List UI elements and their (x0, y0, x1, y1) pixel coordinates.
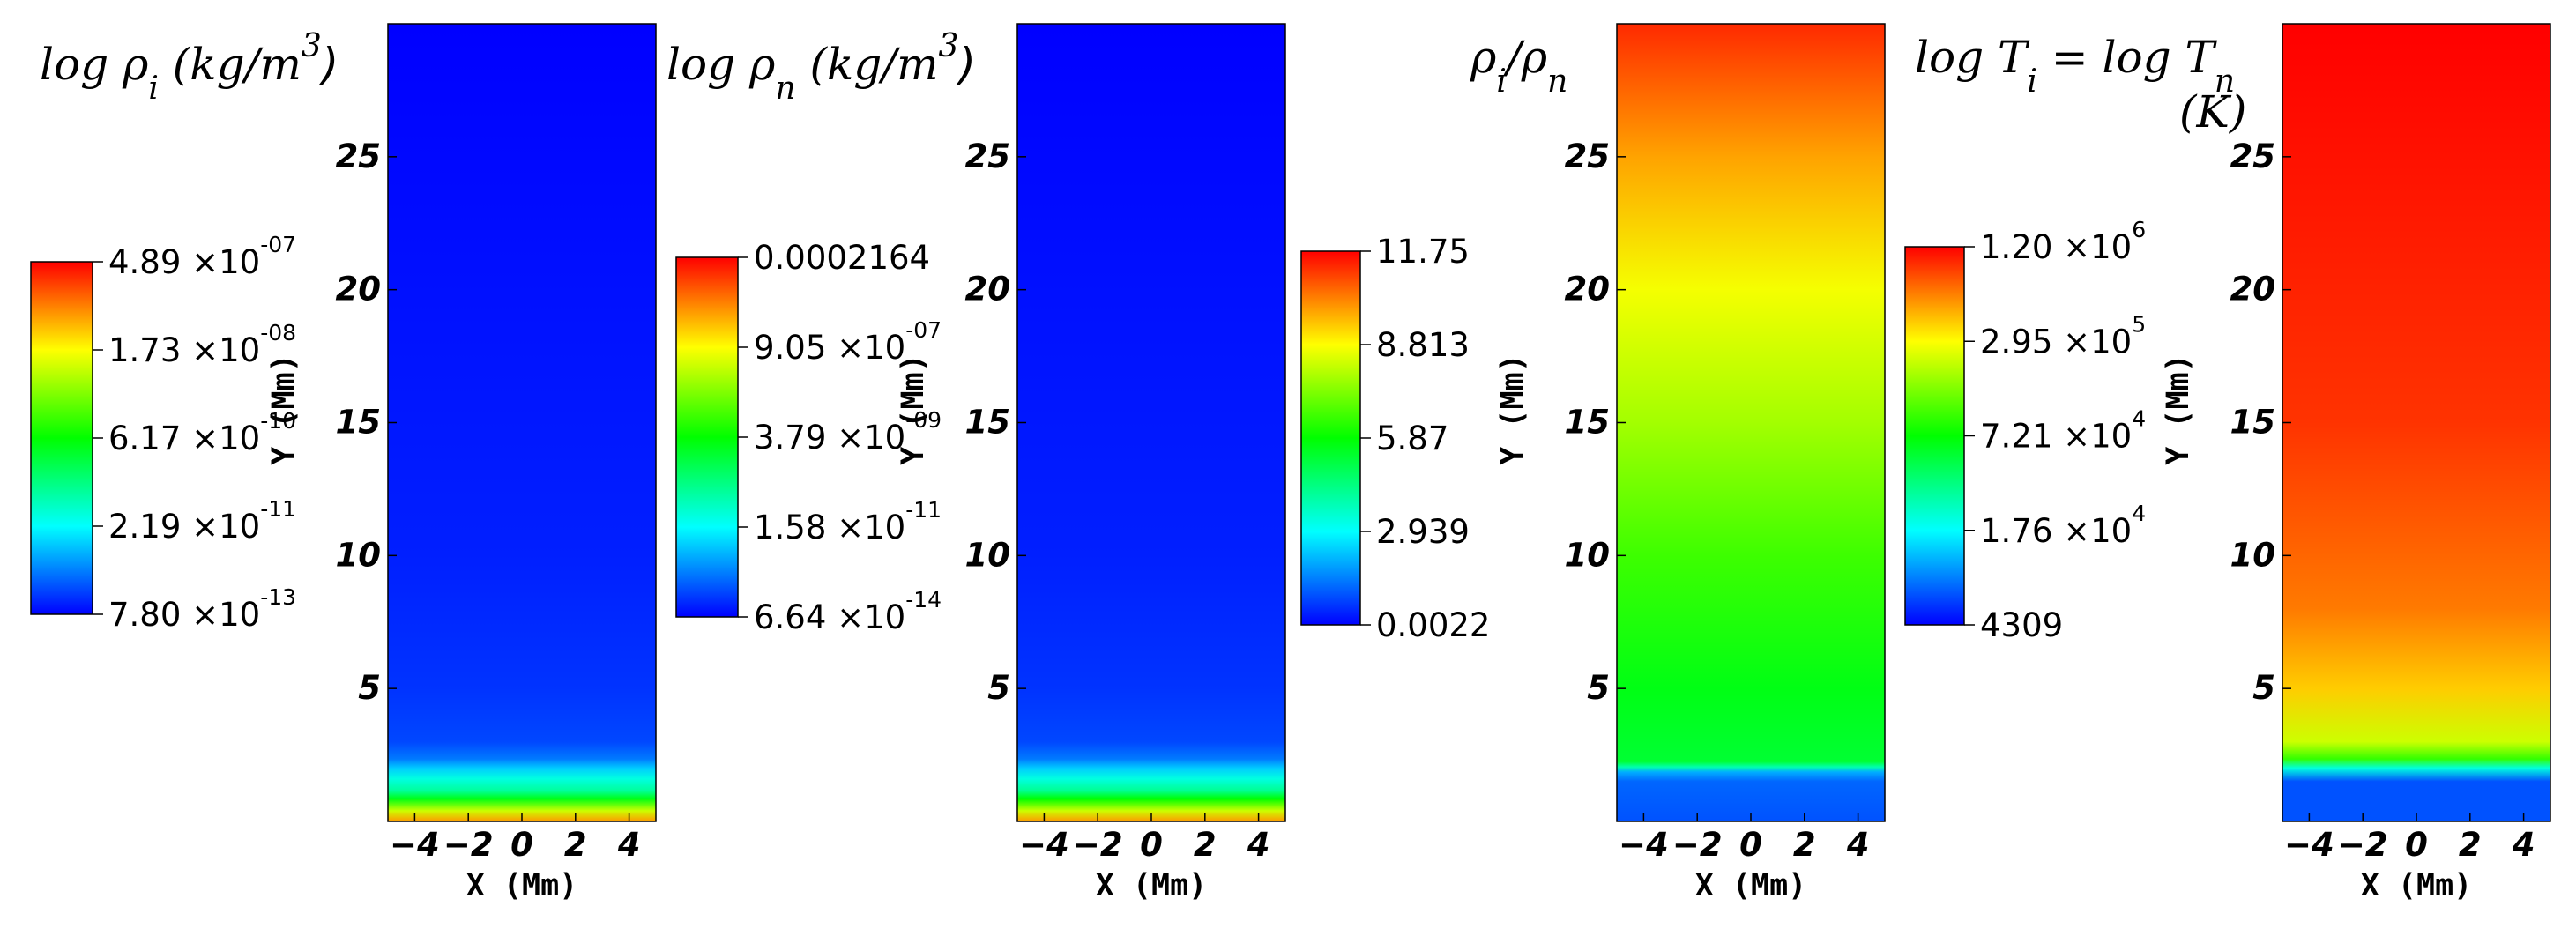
x-tick-label: −4 (2284, 826, 2334, 864)
y-tick-label: 15 (965, 404, 1011, 442)
colorbar-label: 0.0002164 (754, 239, 930, 277)
x-tick-label: −4 (1019, 826, 1069, 864)
colorbar (675, 256, 739, 618)
y-tick-label: 5 (987, 669, 1010, 707)
colorbar-label: 3.79 ×10-09 (754, 407, 942, 457)
y-tick-label: 10 (336, 536, 382, 574)
panel-1: −4 −2 0 2 4 5 10 15 20 25 X (Mm) Y (Mm) 4.89 ×10-07 1… (30, 23, 657, 903)
colorbar-label: 2.19 ×10-11 (108, 496, 296, 546)
colorbar-label: 0.0022 (1376, 606, 1490, 644)
x-axis-label: X (Mm) (2361, 868, 2472, 903)
x-tick-label: −2 (2338, 826, 2388, 864)
colorbar-label: 2.95 ×105 (1980, 311, 2146, 360)
y-tick-label: 25 (2230, 137, 2276, 175)
x-tick-label: 4 (1247, 826, 1270, 864)
y-tick-label: 15 (336, 404, 382, 442)
x-axis-label: X (Mm) (466, 868, 577, 903)
colorbar-label: 7.80 ×10-13 (108, 584, 296, 634)
y-axis-label: Y (Mm) (2161, 353, 2196, 464)
y-tick-label: 20 (2230, 271, 2276, 308)
x-tick-label: −4 (390, 826, 440, 864)
x-tick-label: 0 (1140, 826, 1163, 864)
panel-4: −4 −2 0 2 4 5 10 15 20 25 X (Mm) Y (Mm) 1.20 ×106 2.9… (1904, 23, 2551, 903)
y-tick-label: 20 (965, 271, 1011, 308)
colorbar (1904, 246, 1965, 626)
colorbar-label: 7.21 ×104 (1980, 406, 2146, 456)
y-tick-label: 15 (2230, 404, 2276, 442)
colorbar-label: 1.76 ×104 (1980, 501, 2146, 550)
panel-title: log Ti = log Tn (1915, 32, 2235, 100)
colorbar-label: 1.58 ×10-11 (754, 497, 942, 546)
x-tick-label: 4 (1846, 826, 1870, 864)
x-tick-label: 2 (2459, 826, 2482, 864)
x-tick-label: 2 (564, 826, 587, 864)
colorbar-label: 8.813 (1376, 326, 1470, 364)
panel-2: −4 −2 0 2 4 5 10 15 20 25 X (Mm) Y (Mm) 0.0002164 9.0… (666, 23, 1286, 903)
x-tick-label: 0 (510, 826, 533, 864)
x-axis-label: X (Mm) (1096, 868, 1207, 903)
panel-title: log ρn (kg/m3) (666, 28, 976, 107)
colorbar-label: 9.05 ×10-07 (754, 317, 942, 367)
panel-title: log ρi (kg/m3) (40, 28, 339, 107)
y-tick-label: 10 (1565, 536, 1611, 574)
x-tick-label: −4 (1619, 826, 1669, 864)
colorbar (30, 261, 93, 615)
x-tick-label: −2 (1073, 826, 1123, 864)
colorbar-label: 6.64 ×10-14 (754, 587, 942, 636)
heatmap-field (387, 23, 657, 822)
panel-3: −4 −2 0 2 4 5 10 15 20 25 X (Mm) Y (Mm) 11.75 8.813 5.… (1300, 23, 1886, 903)
y-tick-label: 5 (1587, 669, 1610, 707)
x-tick-label: 4 (2512, 826, 2535, 864)
y-tick-label: 25 (1565, 137, 1611, 175)
y-tick-label: 25 (965, 137, 1011, 175)
x-tick-label: 2 (1793, 826, 1816, 864)
heatmap-field (2282, 23, 2551, 822)
y-tick-label: 5 (2252, 669, 2275, 707)
x-tick-label: 4 (617, 826, 641, 864)
colorbar-label: 4.89 ×10-07 (108, 232, 296, 281)
colorbar-label: 2.939 (1376, 513, 1470, 551)
x-axis-label: X (Mm) (1695, 868, 1806, 903)
x-tick-label: 2 (1194, 826, 1217, 864)
colorbar-label: 4309 (1980, 606, 2063, 644)
x-tick-label: −2 (1672, 826, 1723, 864)
heatmap-field (1616, 23, 1886, 822)
y-tick-label: 5 (358, 669, 381, 707)
y-tick-label: 10 (965, 536, 1011, 574)
colorbar-label: 5.87 (1376, 420, 1448, 457)
colorbar-label: 6.17 ×10-10 (108, 408, 296, 457)
colorbar-label: 11.75 (1376, 233, 1470, 271)
y-tick-label: 20 (336, 271, 382, 308)
y-tick-label: 25 (336, 137, 382, 175)
panel-title-unit: (K) (2179, 86, 2246, 137)
x-tick-label: 0 (1739, 826, 1762, 864)
x-tick-label: −2 (443, 826, 494, 864)
y-axis-label: Y (Mm) (896, 353, 931, 464)
y-tick-label: 15 (1565, 404, 1611, 442)
y-tick-label: 20 (1565, 271, 1611, 308)
heatmap-field (1016, 23, 1286, 822)
y-axis-label: Y (Mm) (266, 353, 302, 464)
y-axis-label: Y (Mm) (1495, 353, 1530, 464)
colorbar-label: 1.73 ×10-08 (108, 320, 296, 369)
colorbar-label: 1.20 ×106 (1980, 217, 2146, 266)
x-tick-label: 0 (2405, 826, 2428, 864)
colorbar (1300, 250, 1361, 626)
panel-title: ρi/ρn (1470, 32, 1567, 100)
y-tick-label: 10 (2230, 536, 2276, 574)
